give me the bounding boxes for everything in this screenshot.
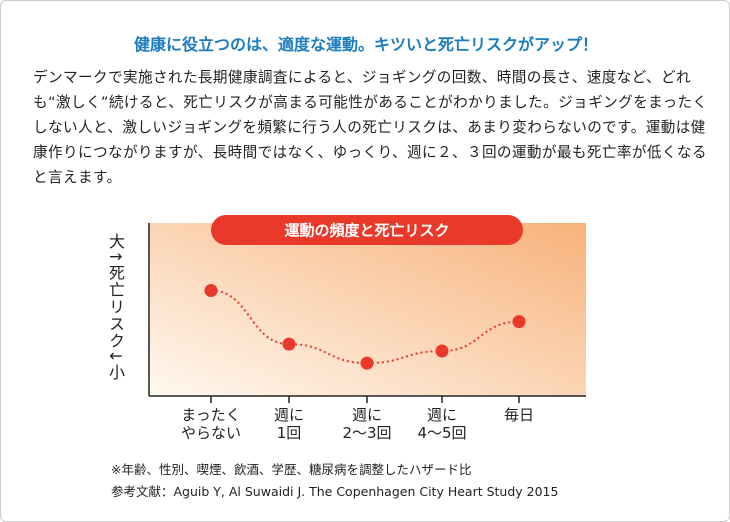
x-tick-label: 週に 1回	[273, 406, 304, 442]
x-tick-label: 毎日	[503, 406, 534, 424]
reference: 参考文献：Aguib Y, Al Suwaidi J. The Copenhag…	[111, 484, 559, 499]
data-point	[512, 315, 526, 329]
data-point	[204, 283, 218, 297]
x-tick-label: 週に 4〜5回	[417, 406, 467, 442]
footnote: ※年齢、性別、喫煙、飲酒、学歴、糖尿病を調整したハザード比	[111, 462, 472, 477]
body-text: デンマークで実施された長期健康調査によると、ジョギングの回数、時間の長さ、速度な…	[33, 69, 708, 186]
data-point	[282, 337, 296, 351]
plot-background	[149, 223, 586, 396]
data-point	[360, 356, 374, 370]
headline: 健康に役立つのは、適度な運動。キツいと死亡リスクがアップ！	[133, 35, 598, 54]
chart-title-badge	[211, 215, 523, 245]
chart-title: 運動の頻度と死亡リスク	[284, 222, 449, 240]
x-tick-label: 週に 2〜3回	[342, 406, 392, 442]
data-point	[435, 344, 449, 358]
y-axis-label: 大↑死亡リスク↓小	[106, 233, 125, 381]
x-tick-label: まったく やらない	[180, 406, 241, 442]
